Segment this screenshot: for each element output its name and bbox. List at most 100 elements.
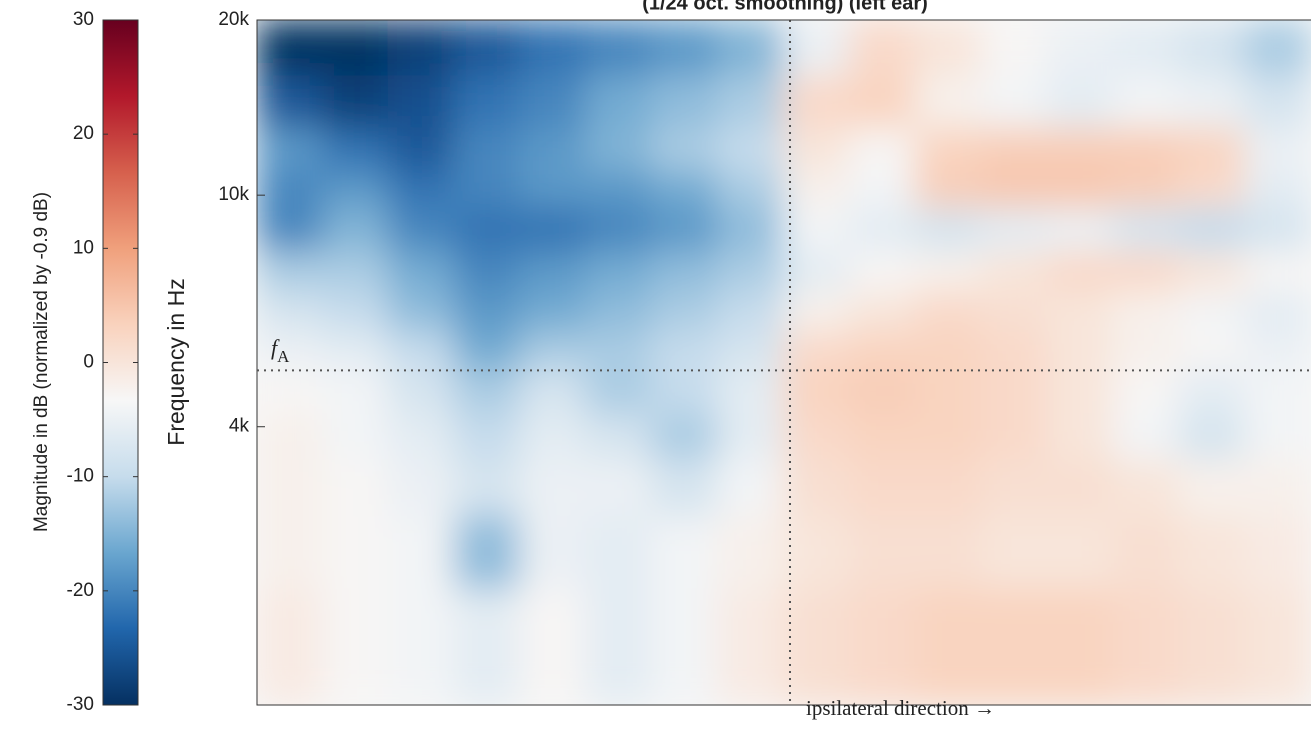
heat-cell	[453, 250, 522, 294]
heat-cell	[453, 75, 522, 130]
heat-cell	[1046, 207, 1115, 253]
heat-cell	[914, 75, 983, 130]
heat-cell	[914, 459, 983, 518]
heat-cell	[1178, 207, 1247, 253]
heat-cell	[453, 369, 522, 416]
colorbar	[102, 19, 139, 706]
heat-cell	[1046, 588, 1115, 705]
heat-cell	[651, 369, 720, 416]
heat-cell	[717, 20, 785, 78]
heat-cell	[1046, 369, 1115, 416]
heat-cell	[321, 291, 390, 334]
heat-cell	[257, 413, 324, 462]
heat-cell	[387, 459, 456, 518]
heat-cell	[1178, 127, 1247, 173]
heat-cell	[585, 207, 654, 253]
heat-cell	[257, 459, 324, 518]
heat-cell	[980, 459, 1049, 518]
heat-cell	[1244, 369, 1311, 416]
heat-cell	[980, 20, 1049, 78]
heat-cell	[980, 291, 1049, 334]
heat-cell	[980, 413, 1049, 462]
heat-cell	[1112, 170, 1181, 210]
heat-cell	[651, 291, 720, 334]
heat-cell	[980, 369, 1049, 416]
heat-cell	[848, 127, 917, 173]
heat-cell	[651, 250, 720, 294]
heat-cell	[1178, 250, 1247, 294]
heat-cell	[1112, 20, 1181, 78]
heat-cell	[1178, 369, 1247, 416]
heat-cell	[519, 170, 588, 210]
heat-cell	[848, 250, 917, 294]
heat-cell	[257, 127, 324, 173]
colorbar-label: Magnitude in dB (normalized by -0.9 dB)	[31, 192, 52, 532]
heat-cell	[1112, 127, 1181, 173]
heat-cell	[651, 207, 720, 253]
heat-cell	[914, 588, 983, 705]
colorbar-tick-label: 30	[73, 9, 94, 30]
heat-cell	[257, 331, 324, 372]
heat-cell	[980, 515, 1049, 591]
heat-cell	[717, 250, 785, 294]
heat-cell	[914, 207, 983, 253]
heat-cell	[1178, 588, 1247, 705]
heat-cell	[321, 75, 390, 130]
heat-cell	[1244, 459, 1311, 518]
heat-cell	[1046, 413, 1115, 462]
plot-frame	[256, 19, 1311, 706]
heat-cell	[783, 75, 851, 130]
heat-cell	[1178, 291, 1247, 334]
heat-cell	[651, 331, 720, 372]
heat-cell	[848, 75, 917, 130]
heat-cell	[980, 75, 1049, 130]
heat-cell	[1178, 515, 1247, 591]
heat-cell	[717, 369, 785, 416]
heat-cell	[1112, 291, 1181, 334]
heat-cell	[519, 127, 588, 173]
heat-cell	[257, 170, 324, 210]
heat-cell	[519, 291, 588, 334]
heat-cell	[783, 369, 851, 416]
heat-cell	[257, 588, 324, 705]
heat-cell	[783, 515, 851, 591]
heat-cell	[980, 127, 1049, 173]
heat-cell	[519, 250, 588, 294]
heat-cell	[519, 413, 588, 462]
heat-cell	[717, 588, 785, 705]
heat-cell	[1046, 20, 1115, 78]
colorbar-tick-label: -30	[67, 694, 94, 715]
heat-cell	[387, 369, 456, 416]
heat-cell	[453, 515, 522, 591]
heat-cell	[585, 170, 654, 210]
heat-cell	[980, 170, 1049, 210]
heat-cell	[783, 250, 851, 294]
heat-cell	[387, 75, 456, 130]
heat-cell	[783, 207, 851, 253]
ref-annotation-sub: A	[277, 347, 290, 366]
heat-cell	[519, 515, 588, 591]
heat-cell	[914, 127, 983, 173]
heat-cell	[321, 515, 390, 591]
colorbar-tick-label: 20	[73, 123, 94, 144]
heat-cell	[453, 127, 522, 173]
heat-cell	[321, 20, 390, 78]
heat-cell	[585, 369, 654, 416]
ref-annotation-main: f	[271, 335, 280, 360]
heat-cell	[257, 250, 324, 294]
heat-cell	[1112, 588, 1181, 705]
heat-cell	[1244, 331, 1311, 372]
heat-cell	[848, 459, 917, 518]
heat-cell	[651, 127, 720, 173]
heat-cell	[1178, 170, 1247, 210]
heat-cell	[717, 207, 785, 253]
heat-cell	[387, 20, 456, 78]
heat-cell	[914, 369, 983, 416]
heat-cell	[321, 207, 390, 253]
heat-cell	[387, 170, 456, 210]
heat-cell	[585, 515, 654, 591]
heat-cell	[783, 170, 851, 210]
heat-cell	[1244, 291, 1311, 334]
heat-cell	[453, 207, 522, 253]
heat-cell	[1046, 459, 1115, 518]
